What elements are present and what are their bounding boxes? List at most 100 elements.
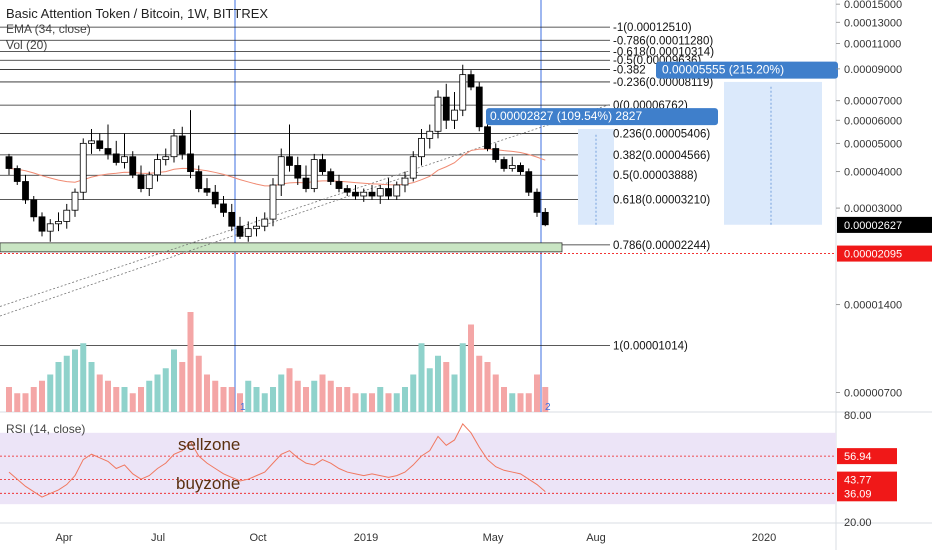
candle-body bbox=[459, 74, 467, 111]
price-tick-label: 0.00007000 bbox=[844, 96, 902, 108]
fib-label: -0.236(0.00008119) bbox=[613, 77, 713, 89]
candle-body bbox=[170, 135, 178, 158]
candle-body bbox=[467, 74, 475, 88]
volume-bar bbox=[22, 393, 29, 412]
candle-body bbox=[409, 156, 417, 179]
fib-label: -0.382 bbox=[613, 65, 646, 77]
volume-bar bbox=[187, 312, 194, 412]
volume-bar bbox=[179, 362, 186, 412]
marker-1-label: 1 bbox=[240, 402, 246, 413]
price-label-bg bbox=[837, 245, 932, 262]
measure-box-2 bbox=[724, 81, 822, 225]
price-tick-label: 0.00001400 bbox=[844, 300, 902, 312]
volume-bar bbox=[435, 355, 441, 412]
fib-label: 0.786(0.00002244) bbox=[613, 240, 710, 252]
volume-bar bbox=[63, 355, 70, 412]
candle-body bbox=[121, 156, 128, 163]
volume-bar bbox=[212, 380, 219, 412]
volume-bar bbox=[525, 393, 532, 412]
price-tick-label: 0.00009000 bbox=[844, 64, 902, 76]
fib-label: -1(0.00012510) bbox=[613, 22, 692, 34]
measure-label-1: 0.00002827 (109.54%) 2827 bbox=[490, 109, 642, 123]
candle-body bbox=[145, 174, 153, 189]
candle-body bbox=[475, 86, 483, 128]
volume-bar bbox=[476, 355, 483, 412]
volume-bar bbox=[171, 349, 177, 412]
volume-bar bbox=[369, 393, 375, 412]
volume-bar bbox=[459, 343, 466, 412]
candle-body bbox=[517, 165, 524, 173]
candle-body bbox=[327, 171, 335, 182]
candle-body bbox=[55, 221, 62, 225]
candle-body bbox=[5, 156, 13, 169]
candle-body bbox=[261, 218, 269, 227]
candle-body bbox=[368, 191, 376, 197]
ema-legend: EMA (34, close) bbox=[6, 22, 91, 36]
volume-bar bbox=[509, 393, 516, 412]
volume-bar bbox=[47, 374, 54, 412]
volume-bar bbox=[96, 374, 103, 412]
volume-bar bbox=[468, 324, 474, 412]
trend-line bbox=[0, 104, 611, 307]
price-label: 0.00002627 bbox=[844, 220, 902, 232]
candle-body bbox=[13, 168, 21, 182]
ema-line bbox=[8, 148, 546, 187]
volume-bar bbox=[80, 343, 87, 412]
volume-bar bbox=[443, 362, 450, 412]
volume-bar bbox=[245, 380, 252, 412]
candle-body bbox=[451, 109, 458, 121]
time-tick-label: Aug bbox=[586, 532, 606, 544]
price-tick-label: 0.00006000 bbox=[844, 115, 902, 127]
volume-bar bbox=[534, 374, 540, 412]
price-tick-label: 0.00013000 bbox=[844, 17, 902, 29]
volume-bar bbox=[72, 349, 78, 412]
rsi-line bbox=[8, 423, 546, 498]
candle-body bbox=[63, 209, 71, 222]
candle-body bbox=[442, 96, 450, 121]
candle-body bbox=[30, 199, 38, 218]
marker-2-label: 2 bbox=[545, 402, 551, 413]
rsi-level-bg bbox=[837, 471, 897, 488]
volume-bar bbox=[261, 393, 268, 412]
volume-bar bbox=[311, 380, 318, 412]
fib-label: 0.382(0.00004566) bbox=[613, 150, 710, 162]
volume-bar bbox=[204, 374, 210, 412]
volume-bar bbox=[270, 387, 276, 412]
candle-body bbox=[137, 174, 145, 189]
volume-bar bbox=[319, 374, 326, 412]
candle-body bbox=[492, 148, 500, 160]
candle-body bbox=[244, 228, 252, 237]
candle-body bbox=[525, 171, 533, 193]
volume-bar bbox=[228, 387, 235, 412]
candle-body bbox=[385, 188, 392, 197]
vol-legend: Vol (20) bbox=[6, 38, 48, 52]
volume-bar bbox=[88, 362, 95, 412]
volume-bar bbox=[303, 387, 309, 412]
candle-body bbox=[203, 188, 211, 193]
volume-bar bbox=[39, 380, 45, 412]
candle-body bbox=[253, 225, 260, 230]
candle-body bbox=[228, 211, 236, 227]
support-zone bbox=[0, 242, 563, 253]
rsi-level-bg bbox=[837, 448, 897, 465]
volume-bar bbox=[344, 387, 351, 412]
candle-body bbox=[352, 191, 359, 197]
volume-bar bbox=[220, 387, 227, 412]
volume-bar bbox=[6, 387, 12, 412]
rsi-level-bg bbox=[837, 485, 897, 502]
volume-bar bbox=[121, 387, 128, 412]
price-tick-label: 0.00003000 bbox=[844, 203, 902, 215]
price-tick-label: 0.00005000 bbox=[844, 138, 902, 150]
candle-body bbox=[96, 140, 104, 149]
candle-body bbox=[343, 188, 351, 193]
volume-bar bbox=[253, 387, 260, 412]
price-label-bg bbox=[837, 216, 932, 233]
rsi-legend: RSI (14, close) bbox=[6, 422, 86, 436]
volume-bar bbox=[286, 368, 293, 412]
candle-body bbox=[71, 191, 79, 211]
price-tick-label: 0.00015000 bbox=[844, 0, 902, 11]
candle-body bbox=[79, 142, 87, 193]
volume-bar bbox=[492, 374, 499, 412]
candle-body bbox=[277, 156, 285, 186]
